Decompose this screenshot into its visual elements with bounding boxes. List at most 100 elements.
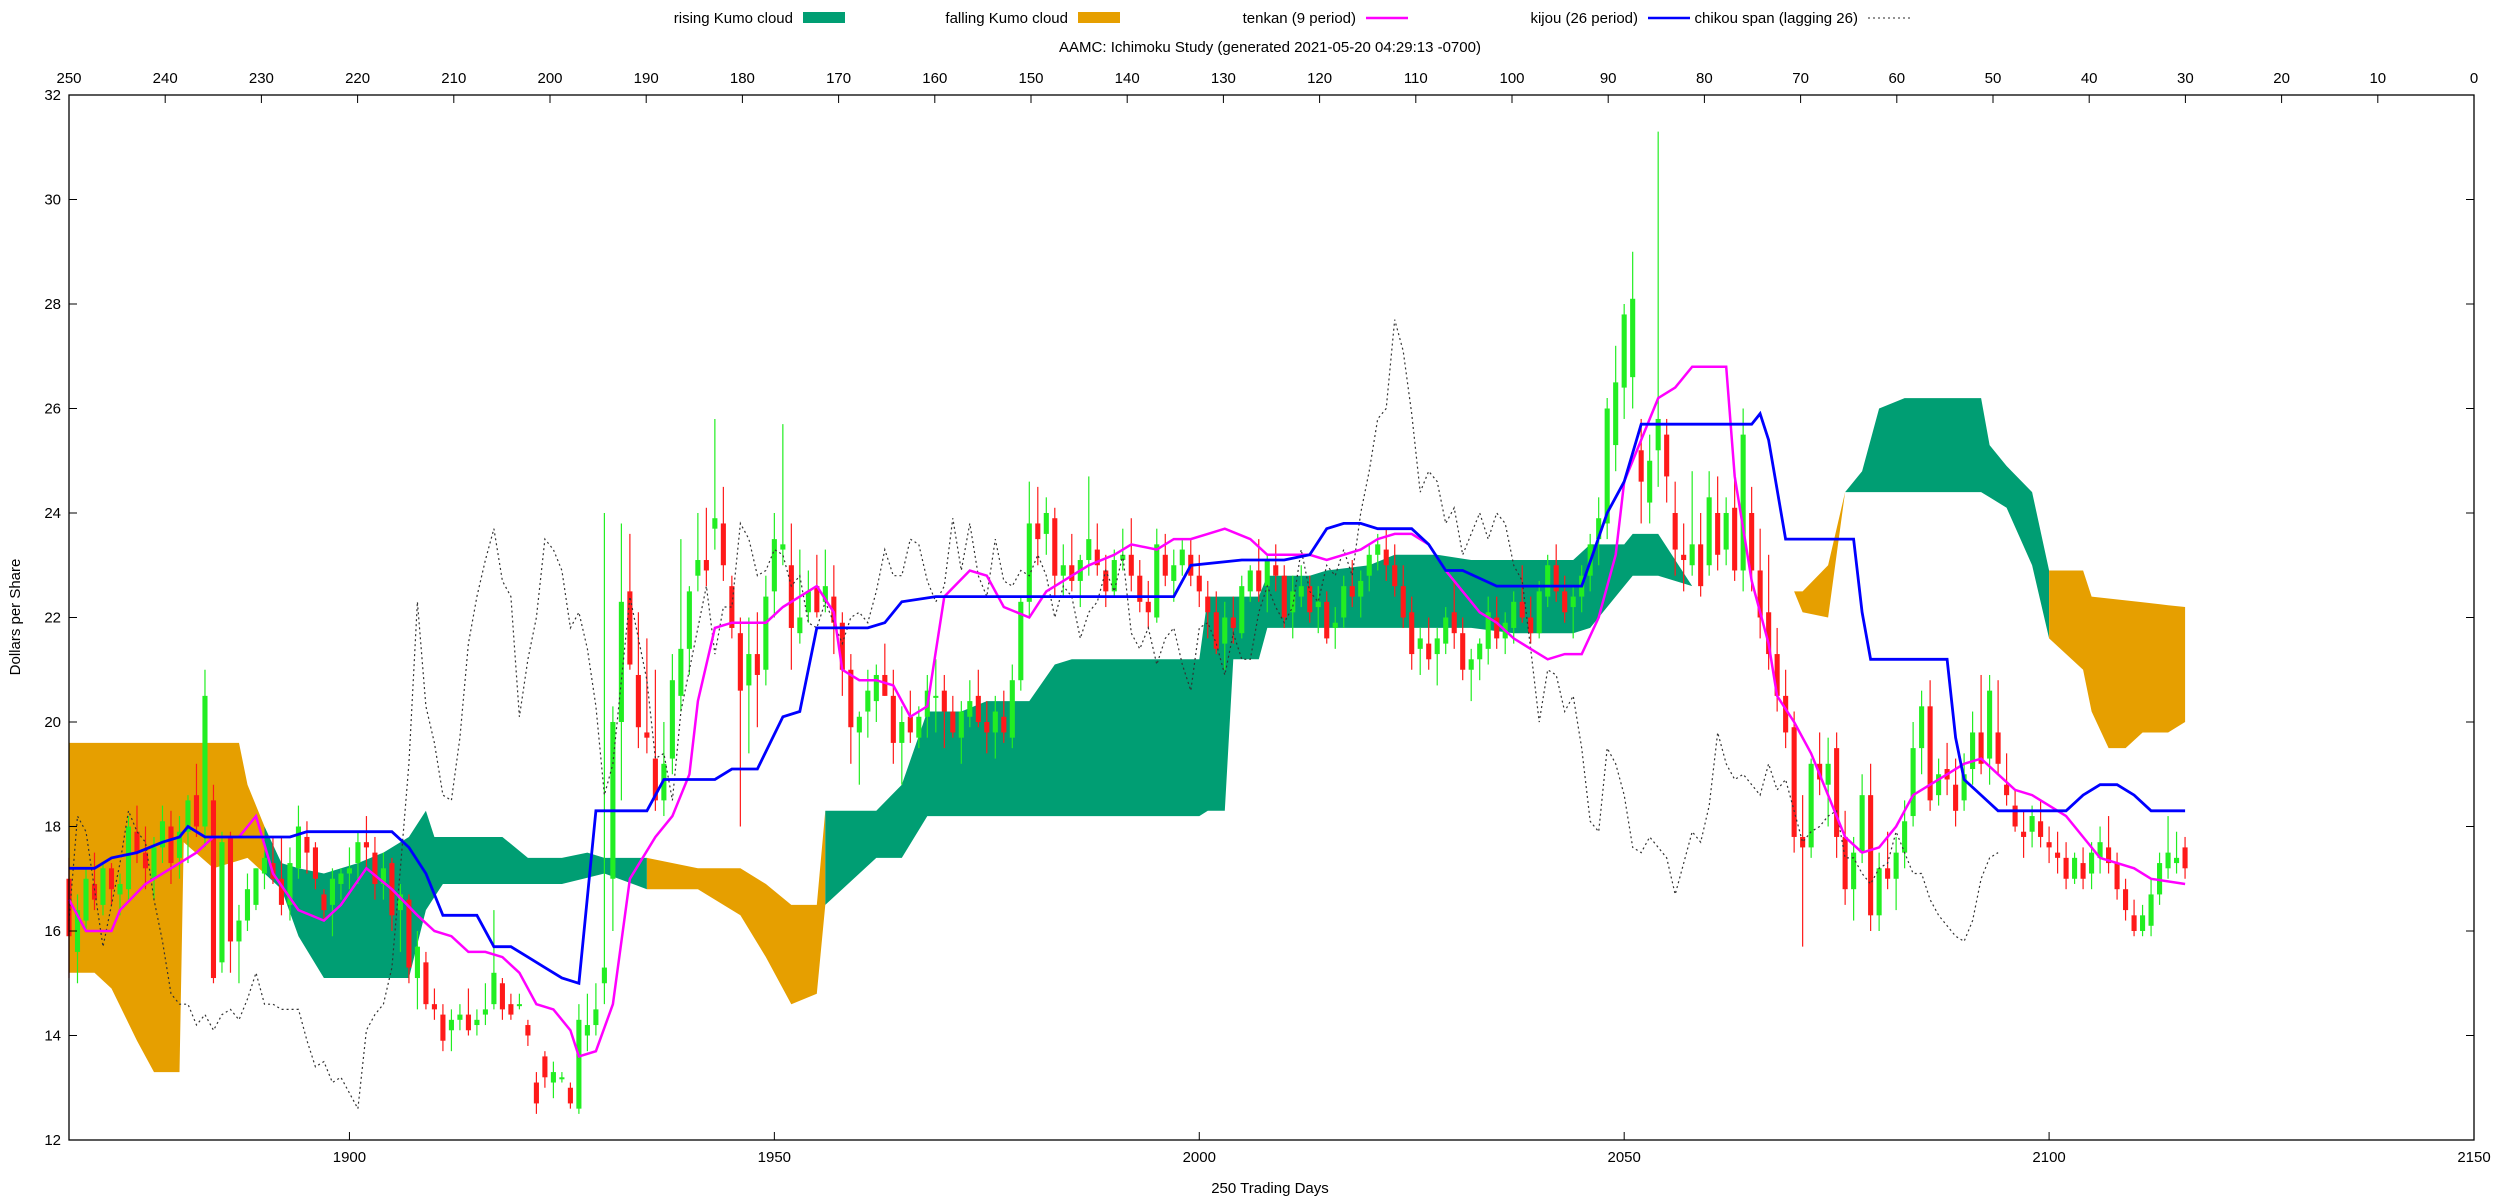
x2-tick-label: 30 [2177,70,2194,87]
candle-body [219,842,225,963]
candle-body [2114,863,2120,890]
candle-body [941,690,947,712]
candle-body [1927,706,1933,801]
chart-title: AAMC: Ichimoku Study (generated 2021-05-… [1059,39,1481,56]
candle-body [1094,549,1100,566]
candle-body [1987,690,1993,759]
y-tick-label: 20 [44,714,61,731]
candle-body [584,1025,590,1036]
y-tick-label: 18 [44,819,61,836]
candle-body [1273,565,1279,576]
candle-body [210,800,217,979]
candle-body [1417,638,1423,649]
candle-body [1179,549,1185,566]
candle-body [1052,518,1058,576]
candle-body [244,889,251,921]
candle-body [1281,575,1287,618]
candle-body [1434,638,1440,655]
candle-body [278,878,285,905]
candle-body [975,695,981,722]
candle-body [1307,586,1313,613]
candle-body [2080,863,2086,879]
candle-body [355,842,361,864]
x-tick-label: 2150 [2457,1149,2490,1166]
candle-body [720,523,726,566]
candle-body [729,586,735,628]
candle-body [1154,544,1160,618]
candle-body [1876,868,1882,916]
candle-body [423,962,429,1005]
candle-body [168,826,174,864]
candle-body [2089,852,2095,874]
y-tick-label: 24 [44,505,61,522]
candle-body [899,722,905,743]
candle-body [202,695,208,827]
candle-body [2123,889,2129,911]
indicator-lines [67,319,2186,1111]
candle-body [610,722,616,879]
legend-label: falling Kumo cloud [945,10,1068,27]
candle-body [1171,565,1177,581]
candle-body [1536,591,1542,634]
candle-body [559,1077,565,1080]
candle-body [338,873,344,884]
candle-body [967,701,973,717]
candle-body [2131,915,2137,931]
candle-body [1783,695,1789,733]
candle-body [1239,586,1245,634]
candle-body [1477,643,1483,660]
candle-body [321,894,327,911]
candle-body [1562,591,1568,613]
candle-body [1647,460,1653,503]
candle-body [763,596,769,670]
candle-body [1026,523,1032,602]
x2-tick-label: 170 [826,70,851,87]
x2-tick-label: 160 [922,70,947,87]
legend-label: kijou (26 period) [1530,10,1638,27]
candle-body [805,591,811,613]
candle-body [525,1025,531,1036]
candle-body [1460,633,1466,670]
x2-tick-label: 80 [1696,70,1713,87]
candle-body [1120,554,1126,561]
candle-body [1256,570,1262,592]
candle-body [1145,601,1151,613]
candle-body [848,669,854,728]
falling-kumo-cloud [646,810,826,1005]
candle-body [117,883,123,895]
x2-tick-label: 240 [153,70,178,87]
candle-body [185,800,191,832]
candle-body [1740,434,1746,571]
candle-body [576,1019,582,1109]
candle-body [2055,852,2061,858]
candle-body [1400,586,1406,618]
candle-body [457,1014,463,1020]
candle-body [1494,617,1500,639]
candle-body [907,716,913,733]
candle-body [253,868,259,905]
falling-kumo-cloud [1794,492,1846,618]
candle-body [1970,732,1976,770]
candle-body [1366,554,1372,576]
candle-body [329,878,335,905]
candle-body [2106,847,2112,864]
candle-body [873,674,879,702]
candle-body [627,591,633,665]
candle-body [1910,748,1916,817]
candle-body [1213,612,1219,649]
candle-body [1290,591,1296,613]
candle-body [491,972,497,1005]
candle-body [1332,622,1338,628]
candle-body [890,695,896,743]
candle-body [550,1072,556,1083]
candle-body [2097,842,2103,858]
candle-body [261,857,268,874]
candle-body [1604,408,1610,524]
legend-label: rising Kumo cloud [674,10,793,27]
candle-body [2072,857,2078,879]
x2-tick-label: 100 [1499,70,1524,87]
candle-body [151,847,157,879]
candle-body [1383,549,1389,566]
chikou-span-line [68,319,1999,1111]
candle-body [1961,774,1967,801]
